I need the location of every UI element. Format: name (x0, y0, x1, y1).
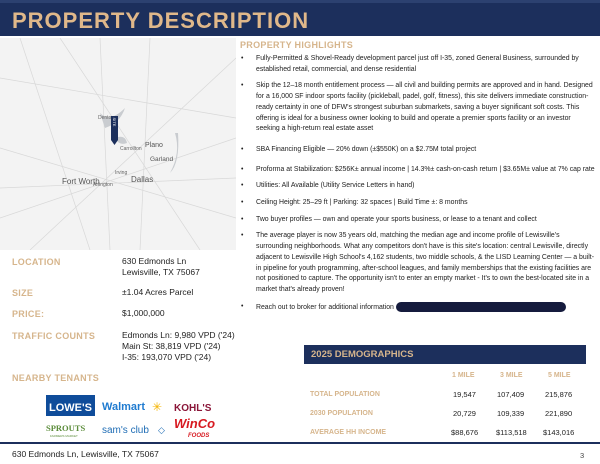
map-graphic: Denton Carrollton Plano Garland Irving F… (0, 37, 237, 251)
highlight-item: Proforma at Stabilization: $256K± annual… (240, 165, 595, 176)
redacted-contact (395, 301, 566, 312)
header-bar: PROPERTY DESCRIPTION (0, 0, 600, 36)
site-marker (111, 116, 118, 140)
row-label: TOTAL POPULATION (310, 391, 380, 398)
row-label: 2030 POPULATION (310, 410, 373, 417)
highlight-item: The average player is now 35 years old, … (240, 231, 595, 295)
map-label: Fort Worth (62, 177, 100, 186)
walmart-logo: Walmart (102, 401, 145, 413)
footer-divider (0, 442, 600, 444)
highlight-item: Skip the 12–18 month entitlement process… (240, 81, 595, 135)
tenants-label: NEARBY TENANTS (12, 373, 100, 383)
cell: 107,409 (497, 390, 525, 399)
cell: 20,729 (453, 409, 476, 418)
highlight-item: Ceiling Height: 25–29 ft | Parking: 32 s… (240, 198, 595, 209)
location-map: Denton Carrollton Plano Garland Irving F… (0, 37, 237, 251)
map-label: Arlington (93, 182, 113, 188)
cell: $113,518 (496, 428, 527, 437)
map-label: Plano (145, 142, 163, 149)
col-header: 3 MILE (500, 372, 523, 379)
sprouts-logo: SPROUTS (46, 423, 85, 433)
cell: 215,876 (545, 390, 573, 399)
cell: 109,339 (497, 409, 525, 418)
map-label: Denton (98, 115, 114, 121)
cell: 19,547 (453, 390, 476, 399)
highlights-title: PROPERTY HIGHLIGHTS (240, 40, 354, 50)
highlight-item: Utilities: All Available (Utility Servic… (240, 181, 595, 192)
marker-pin-icon (111, 140, 118, 145)
svg-text:FOODS: FOODS (188, 433, 209, 439)
site-marker-label: SITE (112, 118, 117, 127)
map-label: Carrollton (120, 146, 142, 152)
traffic-label: TRAFFIC COUNTS (12, 331, 96, 341)
map-label: Dallas (131, 175, 153, 184)
row-label: AVERAGE HH INCOME (310, 429, 387, 436)
col-header: 5 MILE (548, 372, 571, 379)
footer-address: 630 Edmonds Ln, Lewisville, TX 75067 (12, 449, 159, 459)
cell: $88,676 (451, 428, 479, 437)
highlight-item: SBA Financing Eligible — 20% down (±$550… (240, 145, 595, 156)
traffic-value: Edmonds Ln: 9,980 VPD ('24) Main St: 38,8… (122, 330, 235, 362)
highlight-item: Two buyer profiles — own and operate you… (240, 215, 595, 226)
svg-text:LOWE'S: LOWE'S (49, 402, 92, 414)
map-label: Irving (115, 170, 127, 176)
sams-diamond-icon: ◇ (158, 425, 165, 435)
tenant-logos: LOWE'S Walmart ✳ KOHL'S SPROUTS FARMERS … (46, 395, 215, 439)
sams-club-logo: sam's club (102, 425, 149, 436)
lowes-logo (46, 395, 95, 416)
highlight-item: Fully-Permitted & Shovel-Ready developme… (240, 54, 595, 75)
cell: $143,016 (543, 428, 575, 437)
map-label: Garland (150, 156, 174, 163)
location-label: LOCATION (12, 257, 61, 267)
svg-text:FARMERS MARKET: FARMERS MARKET (50, 434, 78, 438)
location-value: 630 Edmonds Ln Lewisville, TX 75067 (122, 256, 200, 277)
page-number: 3 (580, 451, 585, 460)
size-label: SIZE (12, 288, 34, 298)
highlight-item: Reach out to broker for additional infor… (240, 301, 595, 314)
demographics-title: 2025 DEMOGRAPHICS (311, 349, 414, 360)
kohls-logo: KOHL'S (174, 403, 212, 414)
price-label: PRICE: (12, 309, 45, 319)
walmart-spark-icon: ✳ (152, 400, 162, 414)
page-title: PROPERTY DESCRIPTION (12, 8, 310, 33)
highlights-section: PROPERTY HIGHLIGHTS Fully-Permitted & Sh… (240, 40, 595, 319)
cell: 221,890 (545, 409, 573, 418)
price-value: $1,000,000 (122, 308, 165, 318)
demographics-header: 2025 DEMOGRAPHICS (304, 345, 586, 364)
winco-logo: WinCo (174, 416, 215, 431)
col-header: 1 MILE (452, 372, 475, 379)
size-value: ±1.04 Acres Parcel (122, 287, 194, 297)
